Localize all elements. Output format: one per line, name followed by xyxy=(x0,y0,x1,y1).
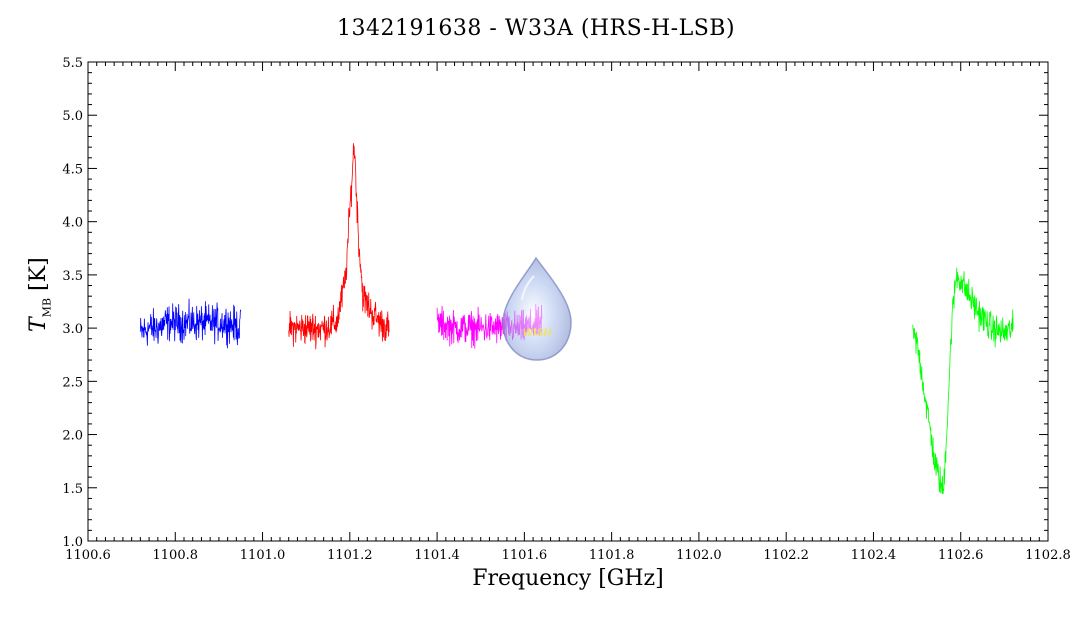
x-axis-label: Frequency [GHz] xyxy=(472,566,664,591)
x-tick-label: 1101.8 xyxy=(589,548,635,563)
water-drop-icon xyxy=(502,256,572,361)
y-tick-label: 1.0 xyxy=(62,535,83,550)
y-tick-label: 4.5 xyxy=(62,162,83,177)
y-tick-label: 2.0 xyxy=(62,429,83,444)
x-tick-label: 1101.4 xyxy=(414,548,460,563)
chart-title: 1342191638 - W33A (HRS-H-LSB) xyxy=(336,16,736,41)
x-tick-label: 1100.8 xyxy=(153,548,199,563)
x-tick-label: 1102.4 xyxy=(851,548,897,563)
x-tick-label: 1102.2 xyxy=(763,548,809,563)
spectrum-series-1 xyxy=(139,298,242,349)
wish-logo-text: WISH xyxy=(523,327,553,339)
axis-layer: 1100.6 1100.8 1101.0 1101.2 1101.4 1101.6 1101… xyxy=(62,56,1070,563)
plot-frame xyxy=(87,61,1049,542)
x-tick-label: 1101.6 xyxy=(502,548,548,563)
y-tick-label: 5.0 xyxy=(62,109,83,124)
y-tick-label: 3.5 xyxy=(62,269,83,284)
x-tick-label: 1100.6 xyxy=(65,548,111,563)
y-tick-label: 4.0 xyxy=(62,216,83,231)
spectrum-series-4 xyxy=(912,267,1014,494)
y-axis-label: TMB [K] xyxy=(26,257,54,332)
series-layer xyxy=(139,143,1014,494)
x-tick-label: 1101.2 xyxy=(327,548,373,563)
spectrum-series-2 xyxy=(288,143,390,350)
x-tick-label: 1101.0 xyxy=(240,548,286,563)
x-tick-label: 1102.0 xyxy=(676,548,722,563)
x-tick-label: 1102.6 xyxy=(938,548,984,563)
wish-logo: WISH xyxy=(502,256,572,361)
y-tick-label: 2.5 xyxy=(62,375,83,390)
y-tick-label: 3.0 xyxy=(62,322,83,337)
y-tick-label: 1.5 xyxy=(62,482,83,497)
x-tick-label: 1102.8 xyxy=(1025,548,1071,563)
y-tick-label: 5.5 xyxy=(62,56,83,71)
